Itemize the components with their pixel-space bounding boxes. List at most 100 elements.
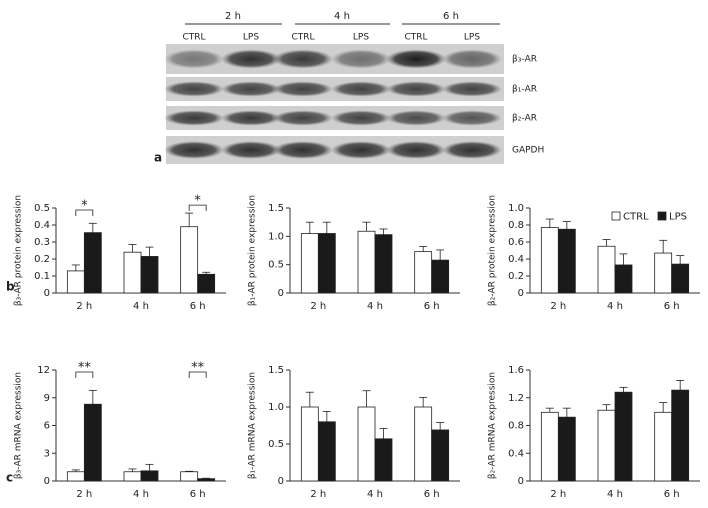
y-tick-label: 0.2 xyxy=(508,271,524,282)
error-bar xyxy=(602,404,611,411)
lane-label: CTRL xyxy=(182,33,205,43)
y-tick-label: 0 xyxy=(278,476,284,487)
error-bar xyxy=(419,396,428,407)
bar xyxy=(83,403,102,482)
x-tick-label: 2 h xyxy=(310,489,326,500)
bar xyxy=(540,411,559,482)
bar xyxy=(180,471,199,482)
y-tick-label: 0.8 xyxy=(508,421,524,432)
y-tick-label: 1.6 xyxy=(508,365,524,376)
blot-band xyxy=(164,141,224,159)
blot-band xyxy=(221,141,281,159)
error-bar xyxy=(562,221,571,230)
error-bar xyxy=(305,221,314,234)
x-tick-label: 2 h xyxy=(76,489,92,500)
bar xyxy=(140,256,159,294)
x-tick-label: 2 h xyxy=(76,301,92,312)
significance-bracket xyxy=(75,371,94,378)
error-bar xyxy=(659,402,668,413)
bar xyxy=(671,389,690,482)
y-tick-label: 0.1 xyxy=(34,271,50,282)
blot-band xyxy=(273,49,333,69)
lane-label: LPS xyxy=(353,33,369,43)
bar xyxy=(654,252,673,294)
bar xyxy=(431,259,450,294)
bar xyxy=(357,406,376,482)
error-bar xyxy=(379,428,388,439)
y-tick-label: 0.5 xyxy=(34,203,50,214)
blot-band xyxy=(442,110,502,126)
blot-band xyxy=(331,141,391,159)
x-tick-label: 2 h xyxy=(550,489,566,500)
error-bar xyxy=(545,218,554,228)
bar xyxy=(317,233,336,294)
x-tick-label: 6 h xyxy=(664,301,680,312)
bar xyxy=(300,233,319,294)
error-bar xyxy=(145,463,154,471)
blot-band xyxy=(442,81,502,97)
legend-swatch xyxy=(611,211,621,221)
y-tick-label: 0.8 xyxy=(508,220,524,231)
error-bar xyxy=(619,386,628,393)
error-bar xyxy=(436,249,445,261)
time-label: 6 h xyxy=(443,11,459,22)
significance-bracket xyxy=(75,209,94,216)
error-bar xyxy=(676,380,685,391)
bar xyxy=(557,228,576,294)
error-bar xyxy=(562,407,571,418)
y-tick-label: 0 xyxy=(44,288,50,299)
error-bar xyxy=(128,244,137,253)
lane-label: CTRL xyxy=(404,33,427,43)
y-tick-label: 0.2 xyxy=(34,254,50,265)
error-bar xyxy=(362,221,371,232)
blot-band xyxy=(386,110,446,126)
bar xyxy=(140,470,159,482)
significance-label: ** xyxy=(78,361,92,376)
lane-label: CTRL xyxy=(291,33,314,43)
error-bar xyxy=(322,411,331,422)
x-tick-label: 6 h xyxy=(190,489,206,500)
x-tick-label: 4 h xyxy=(367,301,383,312)
error-bar xyxy=(436,422,445,430)
legend-label: CTRL xyxy=(623,212,649,223)
error-bar xyxy=(71,469,80,472)
panel-label: a xyxy=(154,151,162,165)
bar xyxy=(374,438,393,482)
blot-band xyxy=(442,49,502,69)
blot-band xyxy=(386,141,446,159)
error-bar xyxy=(379,228,388,235)
y-tick-label: 3 xyxy=(44,448,50,459)
blot-band xyxy=(221,110,281,126)
blot-band xyxy=(221,49,281,69)
x-tick-label: 4 h xyxy=(367,489,383,500)
error-bar xyxy=(322,221,331,234)
x-tick-label: 4 h xyxy=(133,489,149,500)
y-tick-label: 0.5 xyxy=(268,260,284,271)
lane-label: LPS xyxy=(243,33,259,43)
y-tick-label: 0 xyxy=(518,476,524,487)
panel-label: b xyxy=(6,280,15,294)
significance-label: ** xyxy=(191,361,205,376)
blot-band xyxy=(273,110,333,126)
blot-band xyxy=(273,141,333,159)
bar xyxy=(540,227,559,294)
y-tick-label: 1.0 xyxy=(508,203,524,214)
error-bar xyxy=(128,468,137,472)
bar xyxy=(300,406,319,482)
bar xyxy=(123,251,142,294)
error-bar xyxy=(619,253,628,265)
legend-swatch xyxy=(657,211,667,221)
bar xyxy=(414,251,433,294)
y-tick-label: 0.6 xyxy=(508,237,524,248)
bar xyxy=(66,471,85,482)
y-tick-label: 0.5 xyxy=(268,439,284,450)
error-bar xyxy=(545,407,554,413)
legend-label: LPS xyxy=(669,212,687,223)
significance-label: * xyxy=(81,199,88,214)
error-bar xyxy=(145,246,154,257)
y-tick-label: 6 xyxy=(44,421,50,432)
y-tick-label: 0 xyxy=(44,476,50,487)
bar xyxy=(671,263,690,294)
x-tick-label: 6 h xyxy=(424,301,440,312)
